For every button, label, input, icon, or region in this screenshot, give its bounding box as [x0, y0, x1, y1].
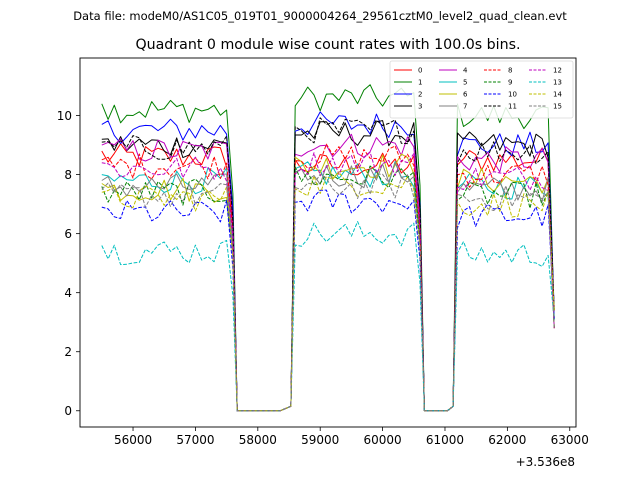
x-tick-label: 59000 — [301, 433, 339, 447]
chart-title: Quadrant 0 module wise count rates with … — [135, 37, 520, 53]
series-line-10 — [101, 189, 555, 412]
legend-label-13: 13 — [553, 79, 562, 87]
x-tick-label: 58000 — [239, 433, 277, 447]
legend-label-9: 9 — [508, 79, 512, 87]
series-line-12 — [101, 151, 555, 412]
y-tick-label: 10 — [57, 109, 72, 123]
series-line-3 — [101, 120, 555, 412]
legend-label-1: 1 — [418, 79, 422, 87]
data-file-suptitle: Data file: modeM0/AS1C05_019T01_90000042… — [73, 9, 567, 23]
legend-label-5: 5 — [463, 79, 467, 87]
series-line-13 — [101, 221, 555, 412]
y-tick-label: 0 — [64, 404, 72, 418]
legend-label-15: 15 — [553, 103, 562, 111]
legend-label-11: 11 — [508, 103, 517, 111]
series-line-6 — [101, 153, 555, 412]
axes-frame — [79, 57, 577, 428]
legend-box — [389, 60, 574, 119]
y-tick-label: 2 — [64, 345, 72, 359]
legend-label-12: 12 — [553, 67, 562, 75]
series-line-2 — [101, 111, 555, 412]
x-tick-label: 61000 — [426, 433, 464, 447]
x-tick-label: 60000 — [363, 433, 401, 447]
y-tick-label: 8 — [64, 168, 72, 182]
series-line-0 — [101, 143, 555, 412]
x-tick-label: 56000 — [114, 433, 152, 447]
series-line-9 — [101, 165, 555, 412]
series-line-11 — [101, 117, 555, 412]
series-line-8 — [101, 143, 555, 412]
plot-series-group — [101, 84, 555, 412]
legend-label-3: 3 — [418, 103, 422, 111]
axis-ticks-group: 56000 57000 58000 59000 60000 61000 62000 63000… — [57, 109, 589, 447]
legend-label-0: 0 — [418, 67, 422, 75]
x-axis-offset-label: +3.536e8 — [516, 455, 575, 469]
legend-label-14: 14 — [553, 91, 562, 99]
y-tick-label: 4 — [64, 286, 72, 300]
legend-label-6: 6 — [463, 91, 468, 99]
series-line-4 — [101, 133, 555, 412]
legend-label-10: 10 — [508, 91, 517, 99]
legend-label-2: 2 — [418, 91, 422, 99]
series-line-15 — [101, 173, 555, 412]
legend-label-7: 7 — [463, 103, 467, 111]
x-tick-label: 57000 — [176, 433, 214, 447]
series-line-14 — [101, 171, 555, 412]
y-tick-label: 6 — [64, 227, 72, 241]
legend-label-4: 4 — [463, 67, 468, 75]
x-tick-label: 62000 — [488, 433, 526, 447]
series-line-7 — [101, 161, 555, 412]
legend-label-8: 8 — [508, 67, 512, 75]
x-tick-label: 63000 — [551, 433, 589, 447]
